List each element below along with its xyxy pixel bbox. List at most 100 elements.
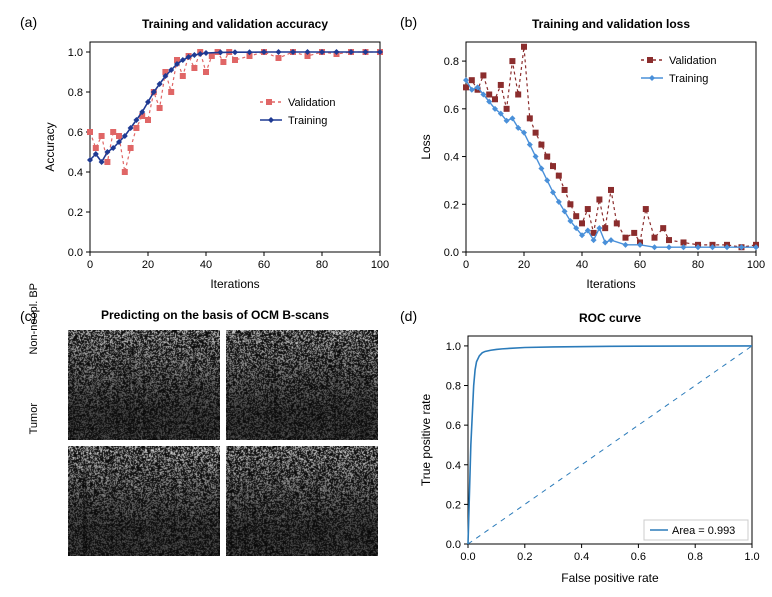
marker — [509, 115, 515, 121]
marker — [180, 73, 186, 79]
xtick-label: 1.0 — [744, 551, 759, 563]
xtick-label: 80 — [692, 259, 704, 271]
plot-frame — [468, 336, 752, 544]
ytick-label: 0.6 — [68, 127, 83, 139]
marker — [556, 199, 562, 205]
ocm-image — [68, 330, 220, 440]
marker — [596, 225, 602, 231]
marker — [232, 57, 238, 63]
panel-label-a: (a) — [20, 14, 37, 30]
marker — [550, 163, 556, 169]
ytick-label: 0.8 — [446, 381, 461, 393]
ocm-image — [226, 330, 378, 440]
series-validation — [90, 52, 380, 172]
x-axis-label: False positive rate — [561, 571, 659, 585]
ytick-label: 0.8 — [444, 56, 459, 68]
marker — [469, 77, 475, 83]
legend: Validation Training — [641, 55, 717, 85]
marker — [157, 105, 163, 111]
marker — [504, 106, 510, 112]
chart-title: ROC curve — [579, 311, 641, 325]
marker — [232, 49, 238, 55]
marker — [104, 159, 110, 165]
series-validation — [466, 47, 756, 247]
marker — [480, 72, 486, 78]
marker — [168, 89, 174, 95]
panel-label-b: (b) — [400, 14, 417, 30]
ocm-row-label-1: Tumor — [36, 348, 48, 458]
ocm-image — [226, 446, 378, 556]
legend: ValidationTraining — [260, 97, 336, 127]
ytick-label: 0.4 — [68, 167, 83, 179]
marker — [122, 169, 128, 175]
xtick-label: 0.0 — [460, 551, 475, 563]
marker — [527, 142, 533, 148]
roc-diagonal — [468, 346, 752, 544]
marker — [652, 244, 658, 250]
ytick-label: 0.6 — [444, 104, 459, 116]
y-axis-label: Loss — [419, 134, 433, 159]
legend-label: Training — [669, 73, 708, 85]
roc-chart: ROC curve0.00.20.40.60.81.00.00.20.40.60… — [416, 308, 766, 588]
ocm-image — [68, 446, 220, 556]
marker — [276, 49, 282, 55]
ytick-label: 1.0 — [68, 47, 83, 59]
marker — [608, 237, 614, 243]
marker — [87, 129, 93, 135]
ytick-label: 1.0 — [446, 341, 461, 353]
legend-label: Validation — [669, 55, 717, 67]
marker — [533, 154, 539, 160]
xtick-label: 80 — [316, 259, 328, 271]
chart-title: Training and validation loss — [532, 17, 690, 31]
legend-marker — [647, 57, 653, 63]
marker — [99, 133, 105, 139]
xtick-label: 0 — [87, 259, 93, 271]
y-axis-label: Accuracy — [43, 122, 57, 171]
marker — [203, 69, 209, 75]
series-training — [466, 80, 756, 247]
marker — [486, 92, 492, 98]
marker — [623, 242, 629, 248]
ytick-label: 0.0 — [444, 247, 459, 259]
marker — [602, 225, 608, 231]
marker — [562, 208, 568, 214]
loss-chart: Training and validation loss020406080100… — [416, 14, 766, 294]
xtick-label: 60 — [634, 259, 646, 271]
xtick-label: 0.4 — [574, 551, 589, 563]
accuracy-chart: Training and validation accuracy02040608… — [40, 14, 390, 294]
xtick-label: 0 — [463, 259, 469, 271]
ytick-label: 0.4 — [444, 152, 459, 164]
marker — [463, 84, 469, 90]
xtick-label: 40 — [200, 259, 212, 271]
marker — [209, 53, 215, 59]
xtick-label: 20 — [518, 259, 530, 271]
marker — [567, 201, 573, 207]
marker — [643, 206, 649, 212]
xtick-label: 100 — [747, 259, 765, 271]
marker — [556, 173, 562, 179]
marker — [614, 220, 620, 226]
x-axis-label: Iterations — [210, 277, 259, 291]
ocm-title: Predicting on the basis of OCM B-scans — [40, 308, 390, 322]
marker — [527, 115, 533, 121]
marker — [652, 235, 658, 241]
marker — [521, 44, 527, 50]
panel-label-d: (d) — [400, 308, 417, 324]
marker — [573, 213, 579, 219]
marker — [623, 235, 629, 241]
ytick-label: 0.0 — [68, 247, 83, 259]
ytick-label: 0.4 — [446, 460, 461, 472]
marker — [631, 230, 637, 236]
marker — [133, 125, 139, 131]
legend-label: Validation — [288, 97, 336, 109]
x-axis-label: Iterations — [586, 277, 635, 291]
marker — [276, 55, 282, 61]
legend-marker — [266, 99, 272, 105]
marker — [550, 189, 556, 195]
xtick-label: 100 — [371, 259, 389, 271]
ytick-label: 0.6 — [446, 420, 461, 432]
legend-marker — [268, 117, 274, 123]
xtick-label: 0.8 — [688, 551, 703, 563]
marker — [666, 244, 672, 250]
ytick-label: 0.2 — [68, 207, 83, 219]
